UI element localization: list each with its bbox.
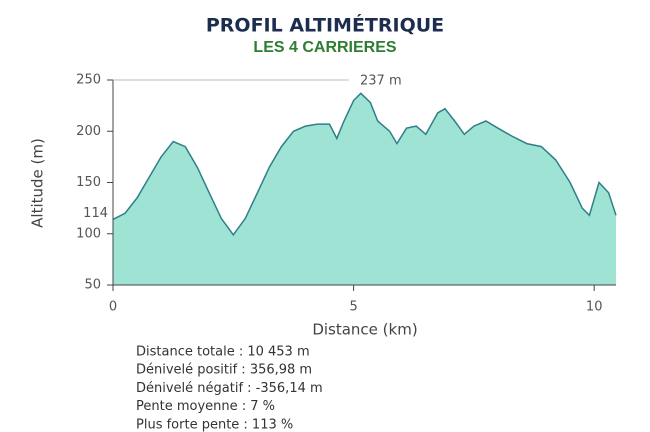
- stat-line: Plus forte pente : 113 %: [136, 417, 293, 432]
- x-axis-label: Distance (km): [312, 321, 417, 339]
- max-label: 237 m: [360, 74, 402, 89]
- stat-line: Distance totale : 10 453 m: [136, 345, 310, 360]
- x-tick-label: 5: [349, 300, 357, 315]
- x-tick-label: 0: [109, 300, 117, 315]
- y-tick-label: 150: [76, 175, 101, 190]
- area-fill: [113, 93, 616, 285]
- stat-line: Dénivelé négatif : -356,14 m: [136, 381, 323, 396]
- stat-line: Pente moyenne : 7 %: [136, 399, 275, 414]
- chart-title: PROFIL ALTIMÉTRIQUE: [206, 14, 444, 37]
- y-tick-label: 200: [76, 124, 101, 139]
- y-tick-label: 50: [84, 278, 101, 293]
- y-tick-label: 100: [76, 226, 101, 241]
- profile-line: [112, 92, 617, 237]
- y-tick-label: 250: [76, 73, 101, 88]
- start-label: 114: [83, 206, 108, 221]
- y-axis-label: Altitude (m): [29, 138, 47, 228]
- x-tick-label: 10: [586, 300, 603, 315]
- stat-line: Dénivelé positif : 356,98 m: [136, 363, 312, 378]
- chart-subtitle: LES 4 CARRIERES: [253, 39, 396, 56]
